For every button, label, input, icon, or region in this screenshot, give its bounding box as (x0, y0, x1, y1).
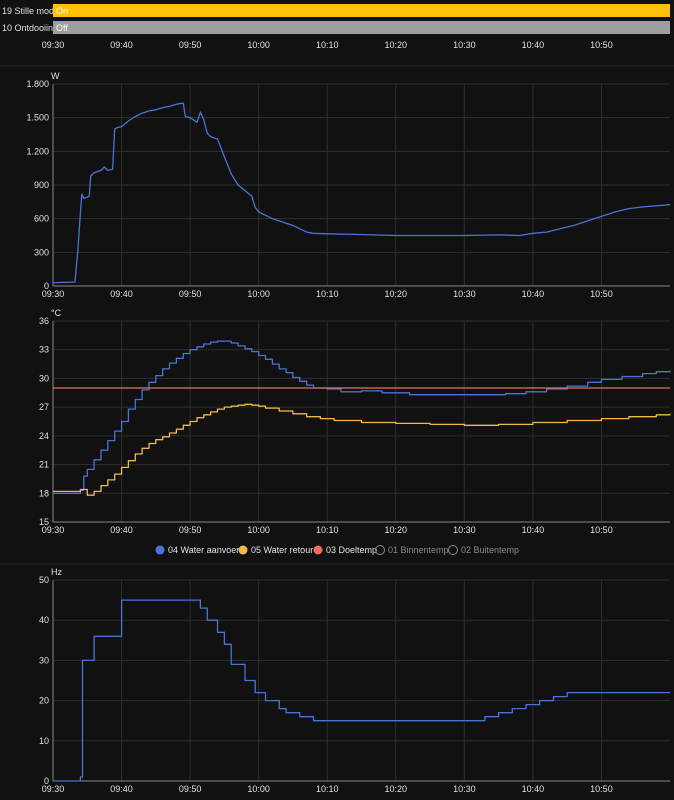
temperature-chart: 15 18 21 24 27 30 33 36 09:30 09:40 09:50 10:00 10:1… (39, 308, 671, 535)
y-tick-label: 50 (39, 575, 49, 585)
series-line-05-water-retour[interactable] (53, 403, 671, 496)
y-tick-label: 18 (39, 488, 49, 498)
timeline-x-tick: 10:20 (385, 40, 408, 50)
x-tick-label: 10:10 (316, 525, 339, 535)
timeline-state-bar[interactable] (53, 4, 670, 17)
x-tick-label: 10:40 (522, 784, 545, 794)
legend-item[interactable]: 04 Water aanvoer (155, 545, 240, 555)
timeline-x-tick: 10:30 (453, 40, 476, 50)
x-tick-label: 09:40 (110, 784, 133, 794)
x-tick-label: 09:50 (179, 525, 202, 535)
legend-swatch (375, 545, 385, 555)
timeline-x-tick: 10:50 (590, 40, 613, 50)
timeline-x-tick: 10:40 (522, 40, 545, 50)
temperature-legend: 04 Water aanvoer 05 Water retour 03 Doelte… (155, 545, 520, 555)
y-tick-label: 36 (39, 316, 49, 326)
x-tick-label: 09:30 (42, 525, 65, 535)
legend-item[interactable]: 02 Buitentemp (448, 545, 520, 555)
y-unit-label: °C (51, 308, 62, 318)
series-line-power[interactable] (52, 102, 671, 284)
x-tick-label: 09:40 (110, 525, 133, 535)
legend-swatch (313, 545, 323, 555)
x-tick-label: 10:50 (590, 525, 613, 535)
x-tick-label: 09:40 (110, 289, 133, 299)
x-tick-label: 10:10 (316, 784, 339, 794)
y-tick-label: 30 (39, 655, 49, 665)
y-tick-label: 600 (34, 214, 49, 224)
x-tick-label: 10:00 (247, 784, 270, 794)
frequency-chart: 0 10 20 30 40 50 09:30 09:40 09:50 10:00 10:10 10:2… (39, 567, 670, 794)
legend-label: 04 Water aanvoer (168, 545, 239, 555)
y-tick-label: 33 (39, 345, 49, 355)
timeline-x-tick: 10:10 (316, 40, 339, 50)
y-tick-label: 900 (34, 180, 49, 190)
x-tick-label: 09:50 (179, 784, 202, 794)
x-tick-label: 10:40 (522, 525, 545, 535)
y-tick-label: 40 (39, 615, 49, 625)
timeline-x-tick: 10:00 (247, 40, 270, 50)
x-tick-label: 10:00 (247, 525, 270, 535)
y-tick-label: 1.200 (26, 146, 49, 156)
x-tick-label: 10:20 (385, 525, 408, 535)
x-tick-label: 10:00 (247, 289, 270, 299)
y-tick-label: 24 (39, 431, 49, 441)
series-line-04-water-aanvoer[interactable] (53, 340, 671, 494)
x-tick-label: 10:40 (522, 289, 545, 299)
x-tick-label: 10:20 (385, 784, 408, 794)
timeline-row-label: 19 Stille mode (2, 6, 59, 16)
x-tick-label: 10:50 (590, 784, 613, 794)
y-tick-label: 1.500 (26, 113, 49, 123)
legend-label: 03 Doeltemp (326, 545, 377, 555)
timeline-state-text: Off (56, 23, 68, 33)
legend-label: 02 Buitentemp (461, 545, 519, 555)
timeline-x-tick: 09:50 (179, 40, 202, 50)
y-tick-label: 21 (39, 460, 49, 470)
x-tick-label: 10:10 (316, 289, 339, 299)
x-tick-label: 10:30 (453, 289, 476, 299)
y-tick-label: 10 (39, 736, 49, 746)
y-tick-label: 27 (39, 402, 49, 412)
y-unit-label: W (51, 71, 60, 81)
legend-swatch (238, 545, 248, 555)
x-tick-label: 10:30 (453, 784, 476, 794)
legend-item[interactable]: 05 Water retour (238, 545, 314, 555)
y-unit-label: Hz (51, 567, 62, 577)
y-tick-label: 30 (39, 373, 49, 383)
timeline-state-bar[interactable] (53, 21, 670, 34)
x-tick-label: 10:20 (385, 289, 408, 299)
timeline-x-tick: 09:30 (42, 40, 65, 50)
x-tick-label: 09:30 (42, 289, 65, 299)
legend-item[interactable]: 03 Doeltemp (313, 545, 378, 555)
legend-label: 05 Water retour (251, 545, 313, 555)
timeline-x-tick: 09:40 (110, 40, 133, 50)
series-line-frequency[interactable] (53, 599, 670, 782)
power-chart: 0 300 600 900 1.200 1.500 1.800 09:30 09:40 09:50… (26, 71, 671, 299)
x-tick-label: 09:50 (179, 289, 202, 299)
y-tick-label: 0 (44, 281, 49, 291)
x-tick-label: 10:50 (590, 289, 613, 299)
x-tick-label: 09:30 (42, 784, 65, 794)
legend-swatch (155, 545, 165, 555)
y-tick-label: 0 (44, 776, 49, 786)
x-tick-label: 10:30 (453, 525, 476, 535)
timeline-row-label: 10 Ontdooiing (2, 23, 58, 33)
timeline-state-text: On (56, 6, 68, 16)
legend-item[interactable]: 01 Binnentemp (375, 545, 449, 555)
y-tick-label: 1.800 (26, 79, 49, 89)
y-tick-label: 20 (39, 696, 49, 706)
y-tick-label: 15 (39, 517, 49, 527)
y-tick-label: 300 (34, 247, 49, 257)
legend-swatch (448, 545, 458, 555)
legend-label: 01 Binnentemp (388, 545, 449, 555)
